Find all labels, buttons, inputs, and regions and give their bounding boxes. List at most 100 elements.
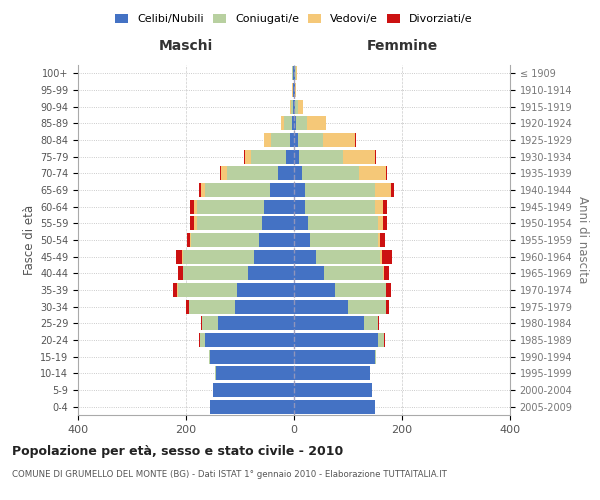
Bar [284,116,292,130]
Bar [190,233,191,247]
Bar [197,216,262,230]
Bar [383,200,388,214]
Bar [194,216,197,230]
Y-axis label: Fasce di età: Fasce di età [23,205,36,275]
Bar [383,216,388,230]
Bar [254,250,294,264]
Y-axis label: Anni di nascita: Anni di nascita [576,196,589,284]
Bar [293,100,294,114]
Bar [294,233,310,247]
Text: Popolazione per età, sesso e stato civile - 2010: Popolazione per età, sesso e stato civil… [12,445,343,458]
Bar [186,300,188,314]
Bar [375,183,391,197]
Bar [307,116,326,130]
Bar [316,250,380,264]
Bar [299,150,343,164]
Bar [221,166,227,180]
Text: Maschi: Maschi [159,38,213,52]
Bar [213,383,294,397]
Bar [199,183,200,197]
Bar [197,200,265,214]
Bar [184,250,254,264]
Bar [294,100,295,114]
Bar [294,133,298,147]
Bar [355,133,356,147]
Bar [375,200,383,214]
Bar [294,350,375,364]
Bar [324,266,383,280]
Bar [202,316,218,330]
Bar [188,300,235,314]
Bar [200,183,205,197]
Bar [218,316,294,330]
Bar [308,216,378,230]
Text: Femmine: Femmine [367,38,437,52]
Bar [178,283,238,297]
Bar [305,183,375,197]
Bar [294,366,370,380]
Bar [375,150,376,164]
Bar [383,266,384,280]
Bar [209,350,211,364]
Bar [293,66,294,80]
Bar [294,66,295,80]
Bar [294,166,302,180]
Bar [184,266,248,280]
Bar [335,283,386,297]
Bar [294,150,299,164]
Bar [386,300,389,314]
Bar [201,316,202,330]
Bar [386,166,388,180]
Bar [190,200,194,214]
Bar [359,166,386,180]
Bar [271,133,290,147]
Bar [216,366,294,380]
Bar [191,233,259,247]
Bar [244,150,245,164]
Bar [378,333,384,347]
Bar [290,100,292,114]
Bar [310,233,378,247]
Bar [220,166,221,180]
Bar [251,150,286,164]
Bar [259,233,294,247]
Bar [294,400,375,414]
Bar [265,200,294,214]
Bar [290,133,294,147]
Bar [295,100,298,114]
Bar [294,250,316,264]
Bar [286,150,294,164]
Bar [378,216,383,230]
Bar [298,133,323,147]
Bar [294,266,324,280]
Bar [364,316,378,330]
Bar [378,316,379,330]
Bar [227,166,278,180]
Bar [264,133,271,147]
Bar [380,250,382,264]
Bar [384,266,389,280]
Bar [205,333,294,347]
Bar [211,350,294,364]
Bar [305,200,375,214]
Bar [375,350,376,364]
Bar [323,133,355,147]
Bar [343,150,375,164]
Bar [187,233,190,247]
Bar [178,266,183,280]
Bar [176,250,182,264]
Bar [294,216,308,230]
Legend: Celibi/Nubili, Coniugati/e, Vedovi/e, Divorziati/e: Celibi/Nubili, Coniugati/e, Vedovi/e, Di… [112,10,476,28]
Bar [248,266,294,280]
Bar [382,250,392,264]
Bar [294,116,296,130]
Bar [294,383,372,397]
Bar [211,400,294,414]
Bar [302,166,359,180]
Bar [278,166,294,180]
Bar [199,333,205,347]
Bar [295,83,296,97]
Bar [190,216,194,230]
Bar [262,216,294,230]
Bar [298,100,303,114]
